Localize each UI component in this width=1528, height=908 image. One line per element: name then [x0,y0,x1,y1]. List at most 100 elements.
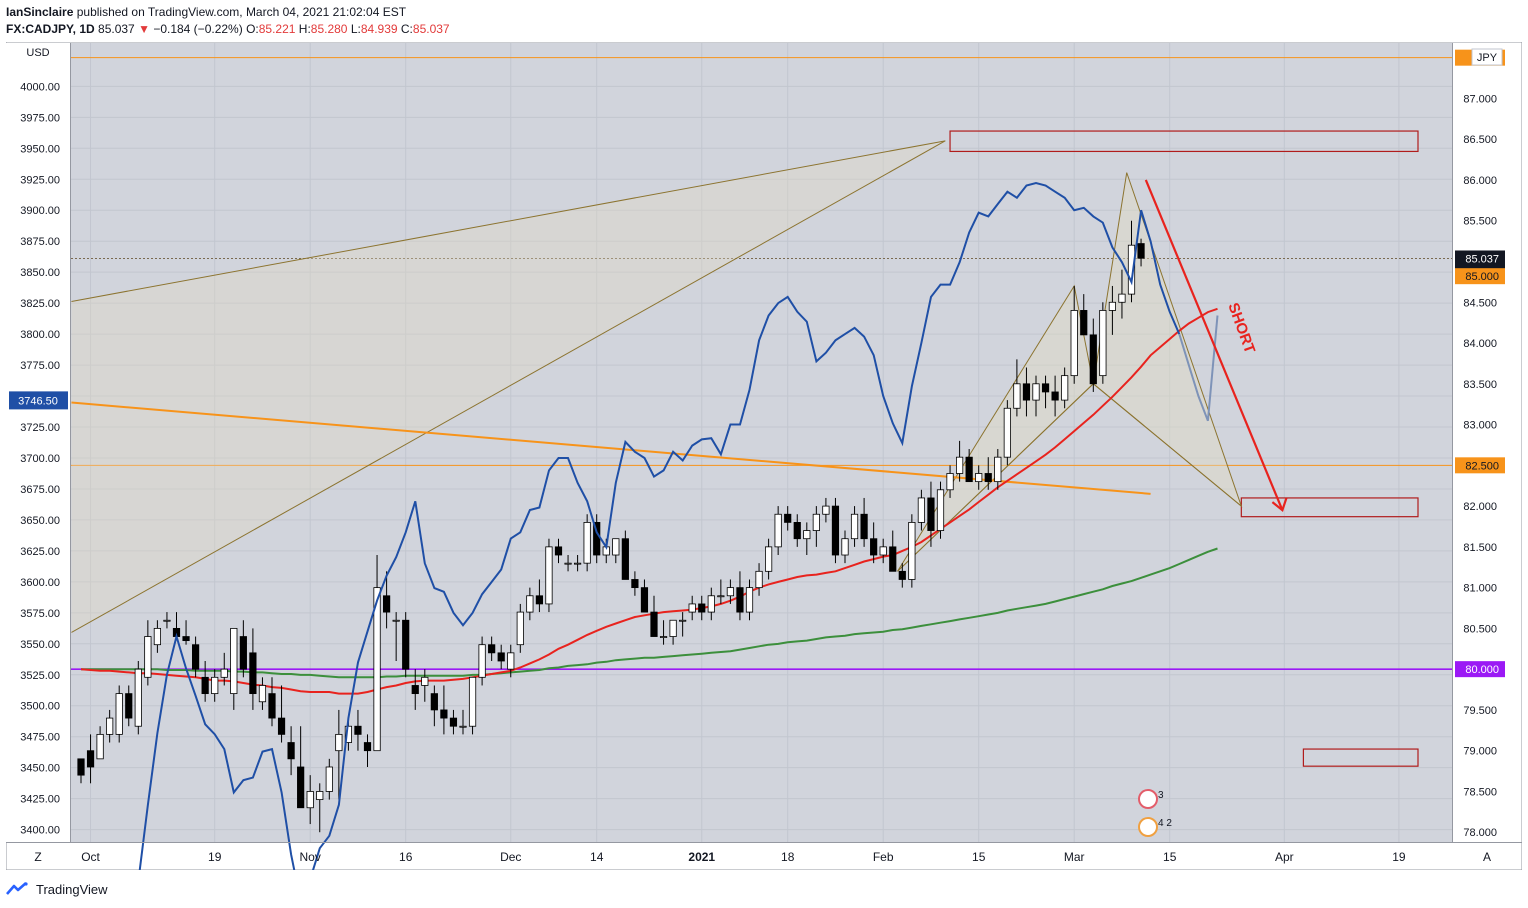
candle [1003,400,1011,466]
left-axis-tick: 3450.00 [20,763,60,775]
publish-text: published on TradingView.com, March 04, … [76,5,407,19]
candle-body [402,619,410,670]
time-axis-label: 19 [1392,850,1406,864]
time-axis-label: Oct [81,850,100,864]
right-price-label-badge [1455,661,1505,678]
candle [354,709,362,751]
candle-body [688,603,696,613]
candle [363,734,372,767]
candle-body [889,546,897,572]
candle-body [1051,391,1059,401]
scale-auto-button[interactable]: A [1483,850,1491,864]
candle-body [1041,383,1050,393]
candle-body [516,611,524,646]
event-badge-icon[interactable] [1138,817,1158,837]
candle [77,758,85,784]
left-axis-tick: 3500.00 [20,701,60,713]
plot-area[interactable] [71,43,1452,842]
right-axis-tick: 84.000 [1463,338,1497,350]
candle [898,563,906,588]
target-zone-box [949,130,1419,153]
candle [488,636,496,662]
left-axis-panel[interactable] [6,43,70,842]
candle [516,603,524,653]
right-axis-tick: 84.500 [1463,297,1497,309]
candle-body [86,750,95,768]
candle [679,612,687,637]
price-chart[interactable]: SHORT 34 2 USD4000.003975.003950.003925.… [5,41,1523,905]
candle-body [316,791,324,801]
scale-z-button[interactable]: Z [34,850,41,864]
time-axis-label: 16 [399,850,413,864]
candle-body [1127,244,1136,295]
candle-body [1032,383,1040,401]
left-axis-unit: USD [26,47,49,59]
down-arrow-icon: ▼ [138,22,150,36]
candle [784,506,792,531]
right-axis-tick: 86.500 [1463,134,1497,146]
symbol-name[interactable]: FX:CADJPY, 1D [6,22,95,36]
open-label: O: [246,22,259,36]
candle-body [956,456,964,474]
ema50-line [80,307,1218,695]
left-axis-tick: 3925.00 [20,174,60,186]
candle [392,612,400,662]
event-badge[interactable]: 4 2 [1138,817,1172,837]
left-axis-tick: 3950.00 [20,143,60,155]
candle [850,506,859,547]
event-badges[interactable]: 3 4 2 [1138,789,1172,837]
candle-body [898,570,906,580]
candle [316,783,324,833]
candle [650,595,658,637]
candle-body [650,611,658,637]
candle [745,579,754,621]
event-badge-count: 4 2 [1158,818,1172,829]
time-axis-label: 19 [208,850,222,864]
candle [526,587,534,621]
right-axis-unit-box [1471,48,1503,66]
left-price-axis[interactable]: USD 4000.00 3975.00 3950.00 3925.00 3900.00 38… [9,47,68,837]
left-axis-tick: 3900.00 [20,205,60,217]
candle-body [1080,310,1088,336]
left-axis-tick: 3475.00 [20,732,60,744]
low-value: 84.939 [360,22,398,36]
candle-body [535,595,544,605]
candle [153,620,161,653]
candle-body [574,562,582,565]
candle [1013,359,1021,417]
candle [765,538,773,580]
right-axis-panel[interactable] [1452,43,1521,842]
candle-body [497,652,505,662]
close-label: C: [400,22,413,36]
footer: TradingView [6,878,108,900]
time-axis[interactable]: Oct 19 Nov 16 Dec 14 2021 18 Feb 15 Mar 15 Apr 19 [81,850,1406,864]
candle [335,709,343,800]
candle [1041,375,1050,409]
event-badge[interactable]: 3 [1138,789,1164,809]
candle-body [268,693,276,719]
time-axis-label: 15 [1163,850,1177,864]
candle [1061,367,1069,409]
candle-body [612,538,620,556]
candle-body [392,619,400,622]
candle-body [382,595,391,613]
right-axis-tick: 82.000 [1463,501,1497,513]
event-badge-icon[interactable] [1138,789,1158,809]
candle-body [115,693,123,735]
candle-body [258,685,267,703]
footer-brand[interactable]: TradingView [36,881,108,897]
candle [574,555,582,572]
left-axis-tick: 3525.00 [20,670,60,682]
tradingview-logo-icon[interactable] [6,882,30,896]
right-price-axis[interactable]: 87.000 86.500 86.000 85.500 85.000 84.500 84.0… [1455,48,1505,839]
candle [612,538,620,564]
candle-body [421,676,429,686]
left-axis-tick: 3975.00 [20,112,60,124]
candle [812,506,820,547]
time-axis-label: Feb [873,850,894,864]
candle-body [831,505,840,556]
right-axis-tick: 86.000 [1463,175,1497,187]
left-axis-tick: 3875.00 [20,236,60,248]
author-name[interactable]: IanSinclaire [6,5,74,19]
